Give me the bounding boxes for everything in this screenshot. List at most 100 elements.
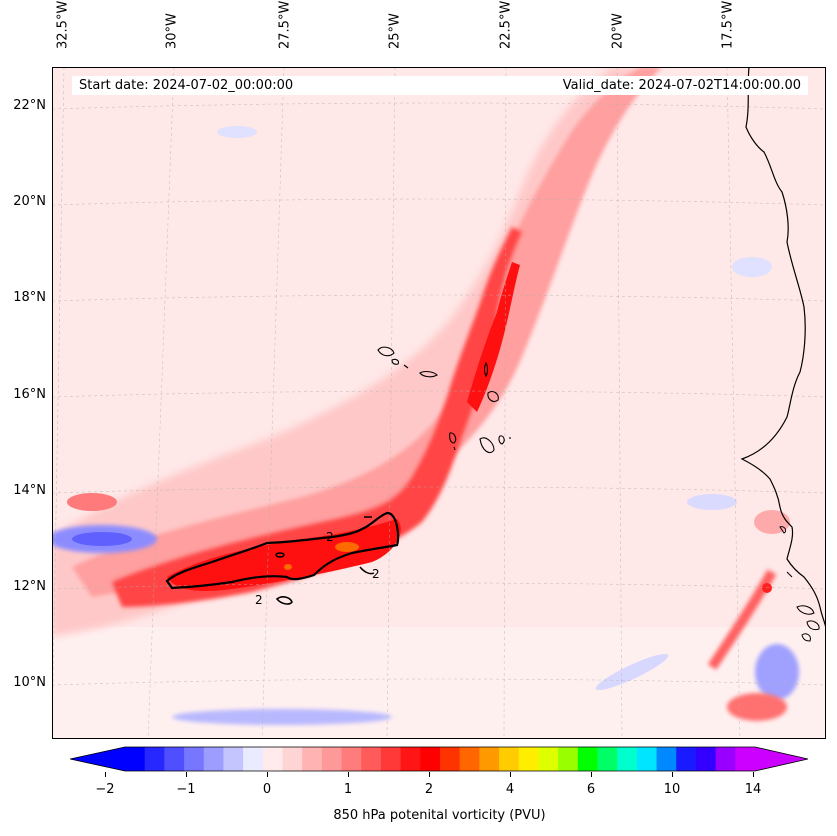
pv-band-light: [52, 67, 652, 637]
colorbar-segment: [459, 747, 480, 771]
cb-tick-mark: [672, 772, 673, 777]
lon-label-22-5w: 22.5°W: [498, 0, 514, 49]
colorbar-segment: [164, 747, 185, 771]
cb-tick-mark: [267, 772, 268, 777]
colorbar-segment: [420, 747, 441, 771]
map-panel: 2 2 2: [52, 67, 826, 739]
neg-pv-east: [755, 644, 799, 700]
colorbar-segment: [400, 747, 421, 771]
colorbar-segment: [735, 747, 756, 771]
date-banner: [72, 76, 808, 95]
lat-label-10n: 10°N: [13, 675, 46, 690]
colorbar-segment: [144, 747, 165, 771]
neg-pv-east-2: [687, 494, 737, 510]
colorbar-segment: [361, 747, 382, 771]
colorbar-outline: [70, 746, 809, 772]
bijagos-islands: [779, 526, 820, 642]
pv-peak-1: [335, 542, 359, 552]
colorbar-segment: [518, 747, 539, 771]
colorbar-segment: [341, 747, 362, 771]
cb-tick-label: 0: [262, 782, 272, 797]
lat-label-20n: 20°N: [13, 194, 46, 209]
pv-2-contour-small: [275, 596, 293, 605]
colorbar-segment: [499, 747, 520, 771]
contour-label-1: 2: [326, 530, 334, 544]
colorbar-segment: [321, 747, 343, 771]
pv-filament: [467, 262, 520, 412]
neg-pv-ne: [732, 257, 772, 277]
colorbar-extend-low: [70, 747, 125, 771]
cb-tick-label: 10: [663, 782, 681, 797]
colorbar-segment: [302, 747, 323, 771]
colorbar-segment: [223, 747, 244, 771]
colorbar-segment: [203, 747, 224, 771]
cb-tick-label: −2: [95, 782, 115, 797]
lon-label-17-5w: 17.5°W: [720, 0, 736, 49]
cb-tick-label: 4: [505, 782, 515, 797]
colorbar-segment: [282, 747, 303, 771]
cb-tick-mark: [429, 772, 430, 777]
pos-pv-se: [727, 693, 787, 721]
pv-peak-2: [284, 564, 292, 570]
colorbar-segment: [538, 747, 559, 771]
cb-tick-label: 2: [424, 782, 434, 797]
pos-pv-spot: [762, 583, 772, 593]
colorbar-extend-high: [755, 747, 808, 771]
colorbar-segments: [70, 746, 809, 772]
pv-2-contour-east: [359, 566, 375, 575]
cape-verde-islands: [377, 346, 511, 454]
pos-pv-streak: [707, 569, 777, 670]
pv-2-contour-dot: [275, 552, 285, 558]
colorbar-label: 850 hPa potenital vorticity (PVU): [333, 808, 546, 823]
colorbar-segment: [577, 747, 598, 771]
colorbar-segment: [184, 747, 205, 771]
colorbar-segment: [676, 747, 697, 771]
colorbar-segment: [262, 747, 283, 771]
start-date-label: Start date: 2024-07-02_00:00:00: [79, 78, 294, 93]
colorbar-segment: [695, 747, 717, 771]
neg-pv-n: [217, 126, 257, 138]
neg-pv-west-core: [72, 532, 132, 546]
colorbar-segment: [558, 747, 579, 771]
cb-tick-mark: [591, 772, 592, 777]
neg-pv-south: [172, 709, 392, 725]
pos-pv-west: [67, 493, 117, 511]
cb-tick-label: 6: [586, 782, 596, 797]
contour-label-2: 2: [372, 567, 380, 581]
map-frame: [52, 67, 826, 739]
pos-pv-coast: [754, 510, 790, 534]
pv-2-contour: [165, 511, 400, 590]
colorbar-segment: [715, 747, 736, 771]
cb-tick-mark: [510, 772, 511, 777]
field-lower-band: [52, 627, 826, 739]
lat-label-18n: 18°N: [13, 290, 46, 305]
pv-field: 2 2 2: [52, 67, 826, 739]
lat-label-16n: 16°N: [13, 387, 46, 402]
cb-tick-mark: [753, 772, 754, 777]
neg-pv-se: [595, 653, 669, 691]
colorbar-segment: [243, 747, 264, 771]
colorbar-segment: [479, 747, 500, 771]
lat-label-14n: 14°N: [13, 483, 46, 498]
colorbar-segment: [636, 747, 658, 771]
cb-tick-mark: [186, 772, 187, 777]
colorbar-segment: [440, 747, 461, 771]
graticule: [52, 67, 826, 739]
colorbar-segment: [617, 747, 638, 771]
colorbar-segment: [597, 747, 618, 771]
lon-label-20w: 20°W: [610, 13, 626, 49]
colorbar: [70, 746, 809, 772]
colorbar-segment: [656, 747, 677, 771]
contour-label-3: 2: [255, 593, 263, 607]
africa-coastline: [740, 67, 826, 630]
cb-tick-label: −1: [176, 782, 196, 797]
valid-date-label: Valid_date: 2024-07-02T14:00:00.00: [562, 78, 801, 93]
cb-tick-mark: [105, 772, 106, 777]
lon-label-25w: 25°W: [387, 13, 403, 49]
cb-tick-label: 14: [744, 782, 762, 797]
lon-label-32-5w: 32.5°W: [55, 0, 71, 49]
colorbar-segment: [380, 747, 402, 771]
cb-tick-label: 1: [343, 782, 353, 797]
lat-label-12n: 12°N: [13, 579, 46, 594]
cb-tick-mark: [348, 772, 349, 777]
